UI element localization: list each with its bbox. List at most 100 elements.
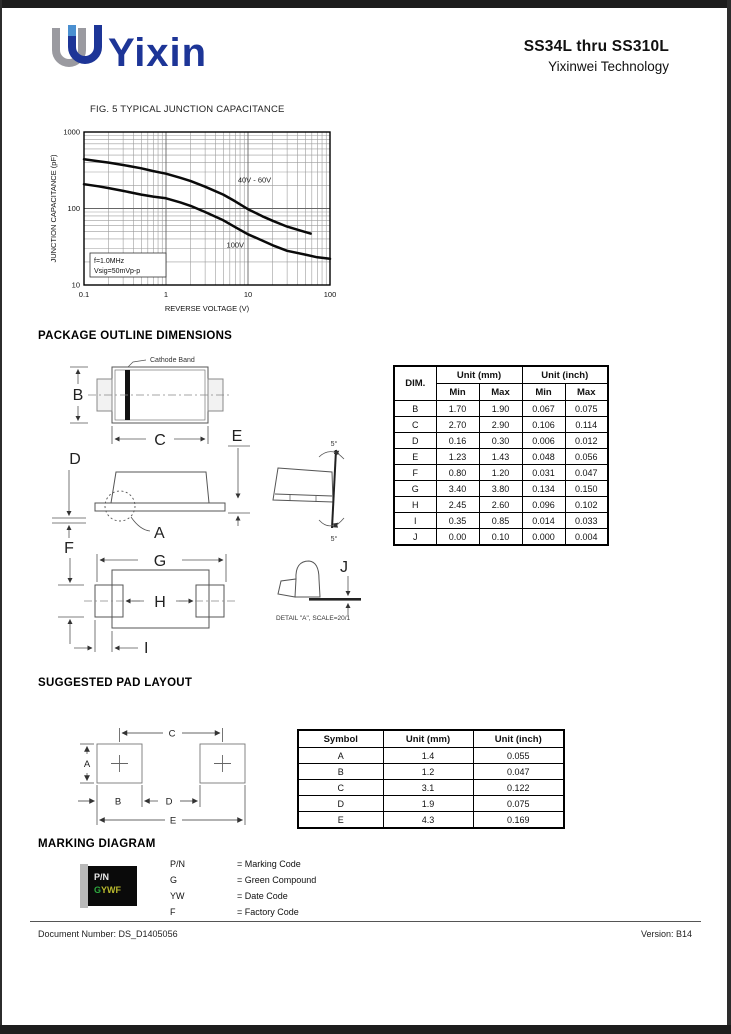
pad-cell: 1.4 [382,747,474,764]
legend-row: P/N = Marking Code [170,856,316,872]
y-axis-label: JUNCTION CAPACITANCE (pF) [49,154,58,263]
pad-cell: 0.055 [472,747,565,764]
dimension-cell: 2.90 [478,416,523,433]
pad-cell: C [297,779,384,796]
table-row: C 2.70 2.90 0.106 0.114 [393,416,609,433]
y-tick-label: 10 [72,281,80,290]
logo-text: Yixin [108,31,207,75]
company-name: Yixinwei Technology [548,59,669,74]
chip-pn-text: P/N [94,872,110,882]
chart-annotation-box [89,252,167,278]
page-border-top [0,0,731,8]
angle-label-bottom: 5° [331,535,338,543]
chart-series [82,182,332,261]
legend-row: YW = Date Code [170,888,316,904]
pad-cell: 3.1 [382,779,474,796]
dimension-cell: F [393,464,437,481]
dimension-cell: 0.096 [521,496,566,513]
page-border-bottom [0,1025,731,1034]
dimension-cell: H [393,496,437,513]
legend-meaning: = Date Code [237,891,288,901]
pad-col-inch: Unit (inch) [472,729,565,748]
package-outline-drawing: Cathode Band B C E D A F G H I J 5° 5° D… [52,357,361,657]
dim-label-d: D [69,451,81,468]
logo-u-blue [68,25,102,64]
dimension-cell: 1.20 [478,464,523,481]
chart-annotation: Vsig=50mVp-p [94,268,140,275]
dimension-cell: 0.16 [435,432,480,449]
outline-linework [52,359,361,652]
dimension-cell: 0.102 [564,496,609,513]
dim-label-j: J [340,559,348,576]
dim-label-h: H [154,594,166,611]
x-axis-label: REVERSE VOLTAGE (V) [165,304,250,313]
chip-date-factory-code: YWF [101,885,122,895]
pad-layout-drawing: A C B D E [78,728,246,827]
dimension-cell: 0.014 [521,512,566,529]
legend-symbol: P/N [170,859,186,869]
pad-layout-table: Symbol Unit (mm) Unit (inch) A 1.4 0.055 B 1… [297,729,565,829]
dimension-cell: B [393,400,437,417]
page-border-right [727,0,731,1034]
marking-legend: P/N = Marking Code G = Green Compound YW = Da… [170,856,316,920]
dimension-cell: 0.033 [564,512,609,529]
pad-dim-c: C [169,729,176,740]
table-row: F 0.80 1.20 0.031 0.047 [393,464,609,481]
dimension-cell: G [393,480,437,497]
pad-col-mm: Unit (mm) [382,729,474,748]
chip-cathode-band [80,864,88,908]
dim-label-c: C [154,432,166,449]
pad-cell: A [297,747,384,764]
table-row: E 4.3 0.169 [297,811,565,829]
pad-cell: 0.122 [472,779,565,796]
dimension-cell: 0.150 [564,480,609,497]
y-tick-label: 1000 [63,128,80,137]
junction-capacitance-chart: 40V - 60V 100V f=1.0MHz Vsig=50mVp-p 0.1 1 10 1… [49,128,336,314]
dimension-cell: 0.114 [564,416,609,433]
x-tick-label: 10 [244,290,252,299]
dimension-cell: 0.006 [521,432,566,449]
dimension-cell: I [393,512,437,529]
dim-label-i: I [144,640,148,657]
dimension-cell: 0.067 [521,400,566,417]
table-row: D 0.16 0.30 0.006 0.012 [393,432,609,449]
pad-dim-a: A [84,759,91,770]
header-title-block: SS34L thru SS310L Yixinwei Technology [524,38,669,74]
pad-cell: 0.047 [472,763,565,780]
figure-title: FIG. 5 TYPICAL JUNCTION CAPACITANCE [90,104,285,115]
dimension-cell: 0.000 [521,528,566,546]
series-label: 40V - 60V [238,175,271,184]
col-header-max: Max [478,383,523,401]
pad-col-symbol: Symbol [297,729,384,748]
dimension-cell: 2.70 [435,416,480,433]
pad-dim-e: E [170,816,176,827]
logo-accent [68,25,76,36]
dim-label-a: A [154,525,165,542]
pad-cell: 1.9 [382,795,474,812]
pad-layout-heading: SUGGESTED PAD LAYOUT [38,677,193,689]
detail-a-note: DETAIL "A", SCALE=20/1 [276,615,351,622]
dimension-cell: 1.43 [478,448,523,465]
chip-code-text: GYWF [94,884,137,897]
dimension-cell: 2.60 [478,496,523,513]
version-label: Version: B14 [640,929,692,939]
dim-label-g: G [154,553,166,570]
pad-cell: 0.075 [472,795,565,812]
dim-label-e: E [232,428,243,445]
pad-dim-d: D [166,797,173,808]
legend-row: F = Factory Code [170,904,316,920]
marking-diagram-heading: MARKING DIAGRAM [38,838,156,850]
pad-cell: B [297,763,384,780]
table-row: I 0.35 0.85 0.014 0.033 [393,512,609,529]
footer-rule [30,921,701,922]
dimension-cell: 0.30 [478,432,523,449]
logo-u-grey [52,28,86,67]
table-row: C 3.1 0.122 [297,779,565,796]
dimension-cell: 1.90 [478,400,523,417]
dimension-cell: 0.85 [478,512,523,529]
angle-label-top: 5° [331,440,338,448]
pad-cell: 1.2 [382,763,474,780]
dimension-cell: 2.45 [435,496,480,513]
col-header-max: Max [564,383,609,401]
